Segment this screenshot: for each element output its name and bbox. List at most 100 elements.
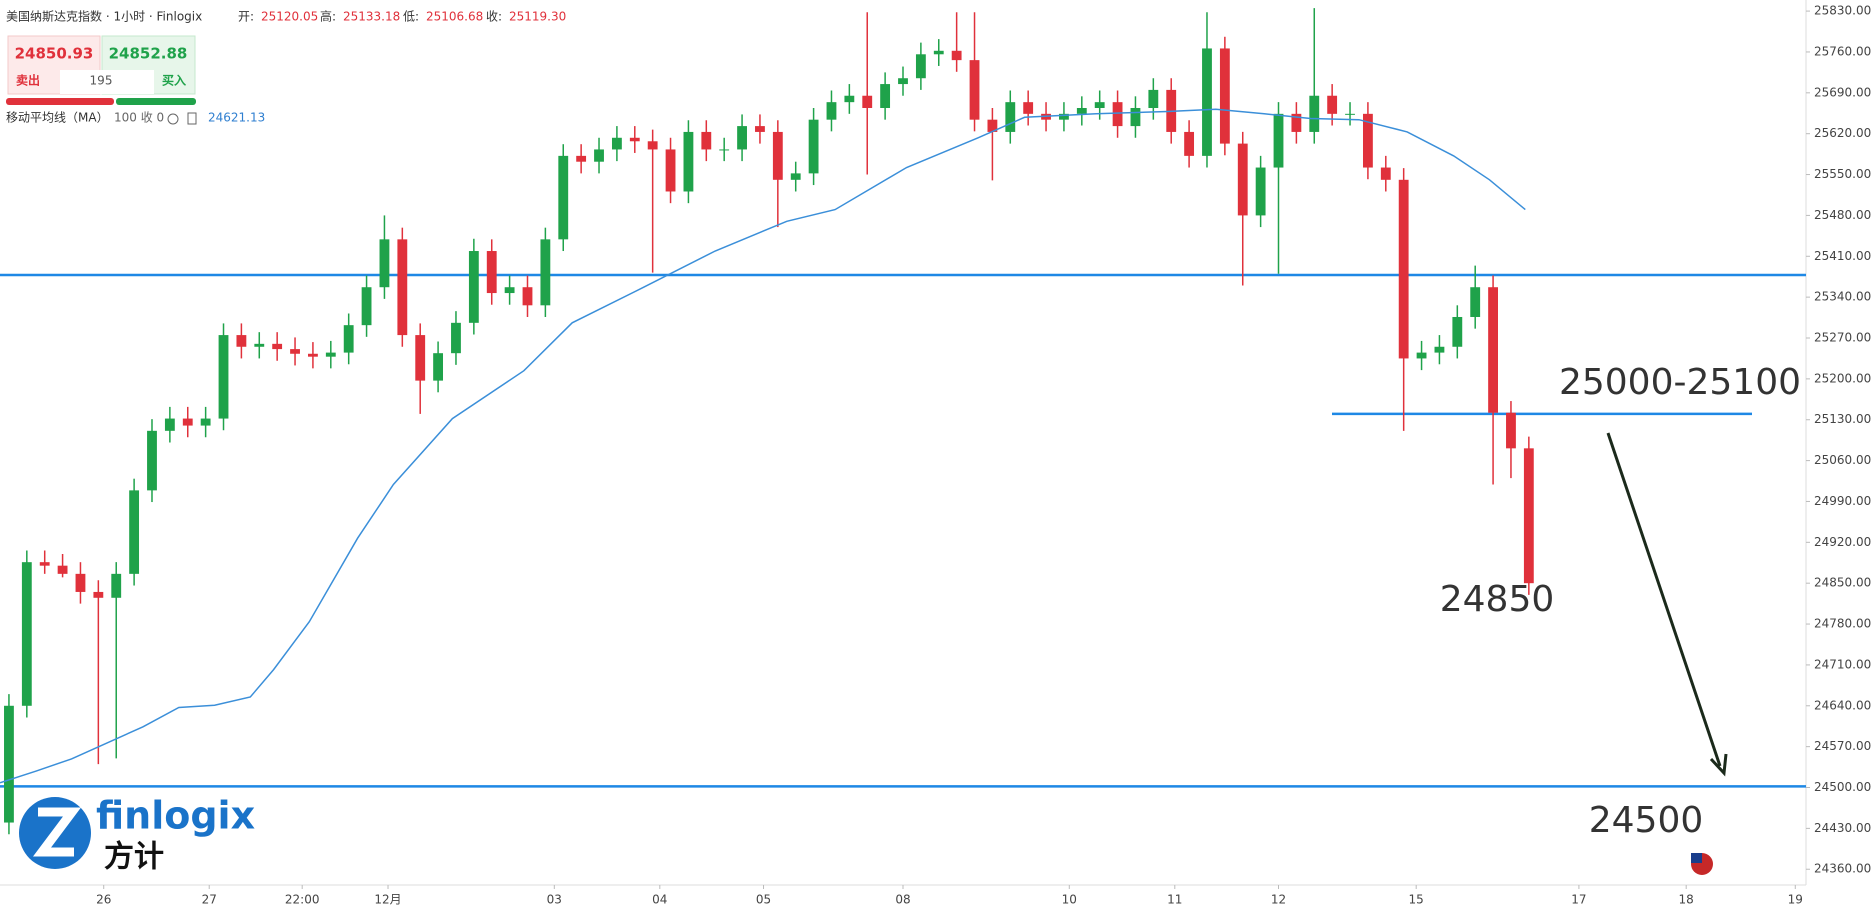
arrow-head: [1709, 753, 1728, 777]
candle-body: [57, 565, 68, 574]
candle-body: [1005, 102, 1016, 132]
y-tick-label: 25480.00: [1814, 208, 1871, 222]
y-tick-label: 24780.00: [1814, 617, 1871, 631]
buy-price: 24852.88: [109, 45, 188, 63]
candle-body: [1416, 352, 1427, 359]
candle-body: [361, 287, 372, 326]
y-tick-label: 24710.00: [1814, 657, 1871, 671]
candle-body: [75, 573, 86, 592]
candle-body: [1291, 113, 1302, 132]
candle-body: [200, 418, 211, 426]
candle-body: [951, 50, 962, 61]
candle-body: [1273, 113, 1284, 168]
y-tick-label: 25410.00: [1814, 249, 1871, 263]
y-tick-label: 25340.00: [1814, 290, 1871, 304]
candle-body: [1452, 316, 1463, 347]
candle-body: [844, 95, 855, 103]
candle-body: [1345, 113, 1355, 115]
candle-body: [862, 95, 873, 108]
y-tick-label: 24500.00: [1814, 780, 1871, 794]
sell-bar: [6, 98, 114, 105]
candle-body: [915, 54, 926, 79]
candle-body: [1023, 102, 1034, 114]
candle-body: [1219, 48, 1230, 144]
flag-icon: [1691, 853, 1713, 875]
high-label: 高:: [320, 9, 336, 24]
y-tick-label: 24640.00: [1814, 698, 1871, 712]
candle-body: [397, 239, 408, 336]
candle-body: [21, 562, 32, 706]
y-tick-label: 25060.00: [1814, 453, 1871, 467]
candle-body: [898, 78, 908, 85]
logo: finlogix 方计: [19, 794, 255, 875]
settings-icon[interactable]: [167, 113, 179, 125]
delete-icon[interactable]: [187, 112, 197, 125]
candle-body: [1362, 113, 1373, 168]
x-tick-label: 15: [1409, 893, 1424, 907]
quote-panel: 24850.93 24852.88 卖出 195 买入 移动平均线（MA） 10…: [6, 35, 265, 125]
candle-body: [1434, 346, 1445, 353]
candle-body: [594, 149, 604, 162]
candle-body: [701, 131, 712, 150]
annotation: 25000-25100: [1559, 362, 1801, 403]
candle-body: [790, 173, 801, 180]
y-tick-label: 25270.00: [1814, 331, 1871, 345]
x-tick-label: 26: [96, 893, 111, 907]
candle-body: [1506, 412, 1516, 449]
x-tick-label: 05: [756, 893, 771, 907]
y-tick-label: 24850.00: [1814, 576, 1871, 590]
candle-body: [1148, 89, 1159, 108]
y-tick-label: 25130.00: [1814, 412, 1871, 426]
arrow: [1606, 432, 1728, 777]
low-label: 低:: [403, 10, 419, 24]
candle-body: [683, 131, 694, 192]
y-tick-label: 25830.00: [1814, 4, 1871, 18]
sell-label: 卖出: [16, 73, 40, 88]
candle-body: [1237, 143, 1248, 216]
candle-body: [236, 335, 247, 347]
candle-body: [1184, 131, 1195, 156]
candle-body: [558, 155, 569, 240]
candle-body: [1309, 95, 1320, 132]
candle-body: [647, 141, 658, 150]
candle-body: [182, 418, 193, 426]
candle-body: [880, 84, 891, 108]
candle-body: [1488, 287, 1498, 413]
candle-body: [486, 251, 497, 294]
candle-body: [1112, 102, 1123, 127]
candle-body: [468, 251, 479, 323]
logo-subtext: 方计: [104, 840, 164, 875]
open-value: 25120.05: [261, 10, 318, 24]
x-tick-label: 12: [1271, 893, 1286, 907]
close-value: 25119.30: [509, 10, 566, 24]
annotation: 24850: [1440, 579, 1555, 620]
candle-body: [1523, 448, 1534, 584]
x-tick-label: 22:00: [285, 893, 320, 907]
ma-line: [0, 108, 1526, 784]
candle-body: [755, 126, 765, 132]
y-tick-label: 24430.00: [1814, 821, 1871, 835]
candle-body: [1202, 48, 1212, 156]
candle-body: [1470, 287, 1481, 317]
candle-body: [826, 102, 837, 120]
candle-body: [164, 418, 175, 431]
buy-label: 买入: [162, 74, 186, 88]
x-tick-label: 03: [547, 893, 562, 907]
candle-body: [272, 343, 283, 350]
candle-body: [933, 50, 944, 55]
candle-body: [987, 119, 998, 132]
candle-body: [504, 287, 515, 294]
annotation: 24500: [1589, 800, 1704, 841]
x-tick-label: 04: [652, 893, 667, 907]
logo-text: finlogix: [96, 794, 255, 838]
logo-mark: [33, 807, 81, 857]
x-tick-label: 18: [1679, 893, 1694, 907]
close-label: 收:: [486, 10, 502, 24]
low-value: 25106.68: [426, 10, 483, 24]
candle-body: [522, 287, 533, 306]
y-tick-label: 25690.00: [1814, 85, 1871, 99]
candle-body: [111, 573, 122, 598]
candle-body: [665, 149, 676, 192]
candle-body: [772, 131, 783, 180]
